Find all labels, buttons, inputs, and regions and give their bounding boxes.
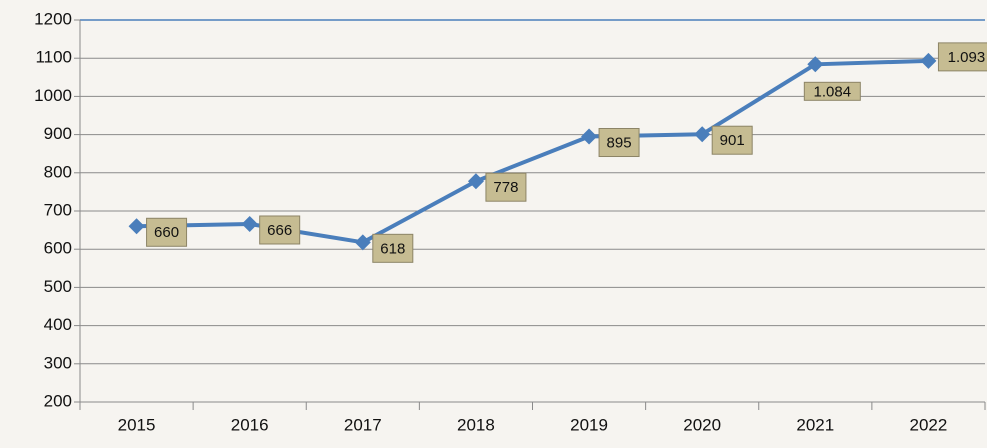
x-tick-label: 2018 [457,415,495,434]
y-tick-label: 1200 [34,9,72,28]
data-label: 1.084 [814,83,852,100]
y-tick-label: 800 [44,162,72,181]
x-tick-label: 2022 [910,415,948,434]
data-label: 895 [607,134,632,151]
data-label: 901 [720,132,745,149]
y-tick-label: 500 [44,277,72,296]
x-tick-label: 2019 [570,415,608,434]
y-tick-label: 900 [44,124,72,143]
data-label: 618 [380,240,405,257]
x-tick-label: 2016 [231,415,269,434]
x-tick-label: 2020 [683,415,721,434]
chart: 200 300 400 500 600 700 800 900 1000 1100 1200 2015… [0,0,987,448]
x-tick-label: 2015 [118,415,156,434]
x-tick-label: 2021 [796,415,834,434]
y-tick-label: 1000 [34,86,72,105]
y-tick-label: 300 [44,353,72,372]
y-tick-label: 700 [44,200,72,219]
y-tick-label: 200 [44,391,72,410]
data-label: 666 [267,222,292,239]
y-tick-label: 400 [44,315,72,334]
y-tick-label: 600 [44,239,72,258]
data-label: 778 [493,179,518,196]
y-tick-label: 1100 [35,48,72,67]
data-label: 1.093 [948,49,986,66]
x-tick-label: 2017 [344,415,382,434]
data-label: 660 [154,224,179,241]
